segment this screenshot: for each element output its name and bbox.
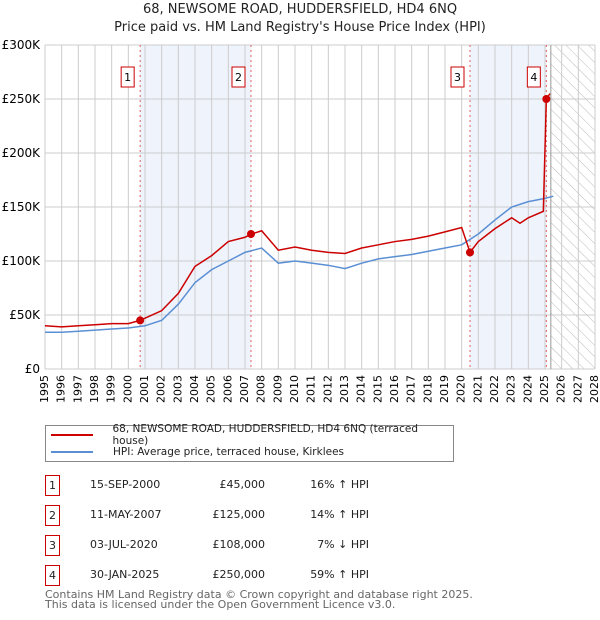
- x-tick-label: 2021: [471, 375, 484, 403]
- x-tick-label: 1998: [88, 375, 101, 403]
- y-tick-label: £0: [25, 362, 40, 376]
- footer-licence: This data is licensed under the Open Gov…: [45, 598, 396, 611]
- x-tick-label: 2014: [355, 375, 368, 403]
- sale-point: [542, 95, 551, 103]
- x-tick-label: 2026: [555, 375, 568, 403]
- x-tick-label: 2015: [371, 375, 384, 403]
- x-tick-label: 2000: [121, 375, 134, 403]
- sale-marker-box: 4: [45, 565, 60, 586]
- footer: Contains HM Land Registry data © Crown c…: [45, 588, 473, 611]
- sale-hpi-diff: 7% ↓ HPI: [317, 538, 369, 551]
- y-tick-label: £250K: [2, 92, 42, 106]
- y-tick-label: £200K: [2, 146, 42, 160]
- sale-price: £45,000: [219, 478, 266, 491]
- sale-label: 1: [124, 71, 131, 84]
- chart-title: 68, NEWSOME ROAD, HUDDERSFIELD, HD4 6NQ: [142, 2, 458, 17]
- x-tick-label: 1997: [71, 375, 84, 403]
- y-tick-label: £300K: [2, 38, 42, 52]
- x-tick-label: 2022: [488, 375, 501, 403]
- x-tick-label: 2018: [421, 375, 434, 403]
- hpi-line: [45, 195, 554, 334]
- price-chart: 1995 1996 1997 1998 1999 2000 2001 2002 2003 2004…: [2, 38, 600, 403]
- x-tick-label: 2008: [255, 375, 268, 403]
- x-tick-label: 1995: [38, 375, 51, 403]
- sale-label-box: [526, 66, 541, 88]
- x-tick-label: 2005: [205, 375, 218, 403]
- sale-date: 30-JAN-2025: [90, 568, 160, 581]
- legend-swatch-property: [51, 434, 93, 436]
- x-tick-label: 2010: [288, 375, 301, 403]
- sale-marker-box: 2: [45, 505, 60, 526]
- x-tick-label: 2019: [438, 375, 451, 403]
- sale-row: 3 03-JUL-2020 £108,000 7% ↓ HPI: [45, 535, 445, 556]
- chart-subtitle: Price paid vs. HM Land Registry's House …: [114, 20, 486, 35]
- sale-price: £108,000: [212, 538, 266, 551]
- sale-label: 3: [454, 71, 461, 84]
- sale-row: 2 11-MAY-2007 £125,000 14% ↑ HPI: [45, 505, 445, 526]
- x-tick-label: 2024: [521, 375, 534, 403]
- x-tick-label: 2025: [538, 375, 551, 403]
- sale-price: £125,000: [212, 508, 266, 521]
- x-tick-label: 2009: [271, 375, 284, 403]
- footer-copyright: Contains HM Land Registry data © Crown c…: [45, 588, 473, 601]
- x-tick-label: 2013: [338, 375, 351, 403]
- sale-hpi-diff: 16% ↑ HPI: [310, 478, 369, 491]
- sale-hpi-diff: 59% ↑ HPI: [310, 568, 369, 581]
- x-tick-label: 2027: [571, 375, 584, 403]
- sale-marker-box: 3: [45, 535, 60, 556]
- sale-marker-box: 1: [45, 475, 60, 496]
- legend-swatch-hpi: [51, 451, 93, 453]
- sale-label: 4: [530, 71, 537, 84]
- x-tick-label: 1999: [105, 375, 118, 403]
- legend-label-property: 68, NEWSOME ROAD, HUDDERSFIELD, HD4 6NQ …: [112, 423, 419, 447]
- sale-label-box: [231, 66, 246, 88]
- sale-point: [466, 248, 474, 257]
- x-tick-label: 2001: [138, 375, 151, 403]
- sale-date: 15-SEP-2000: [90, 478, 161, 491]
- sale-date: 11-MAY-2007: [90, 508, 162, 521]
- sale-row: 1 15-SEP-2000 £45,000 16% ↑ HPI: [45, 475, 445, 496]
- x-tick-label: 2020: [455, 375, 468, 403]
- sale-label-box: [450, 66, 465, 88]
- sale-label: 2: [235, 71, 242, 84]
- sale-point: [136, 316, 145, 325]
- x-tick-label: 2023: [505, 375, 518, 403]
- sale-hpi-diff: 14% ↑ HPI: [310, 508, 369, 521]
- x-tick-label: 2028: [588, 375, 600, 403]
- x-tick-label: 1996: [55, 375, 68, 403]
- x-tick-label: 2006: [221, 375, 234, 403]
- x-tick-label: 2002: [155, 375, 168, 403]
- sale-row: 4 30-JAN-2025 £250,000 59% ↑ HPI: [45, 565, 445, 586]
- legend-label-hpi: HPI: Average price, terraced house, Kirk…: [113, 446, 345, 458]
- x-tick-label: 2016: [388, 375, 401, 403]
- sale-point: [247, 230, 255, 238]
- x-tick-label: 2004: [188, 375, 201, 403]
- y-tick-label: £150K: [2, 200, 42, 214]
- sale-label-box: [120, 66, 135, 88]
- y-tick-label: £50K: [9, 308, 41, 322]
- sale-date: 03-JUL-2020: [90, 538, 158, 551]
- x-tick-label: 2003: [171, 375, 184, 403]
- x-tick-label: 2012: [321, 375, 334, 403]
- x-tick-label: 2011: [305, 375, 318, 403]
- x-tick-label: 2017: [405, 375, 418, 403]
- y-tick-label: £100K: [2, 254, 42, 268]
- sale-price: £250,000: [212, 568, 266, 581]
- x-tick-label: 2007: [238, 375, 251, 403]
- legend: 68, NEWSOME ROAD, HUDDERSFIELD, HD4 6NQ …: [45, 423, 454, 462]
